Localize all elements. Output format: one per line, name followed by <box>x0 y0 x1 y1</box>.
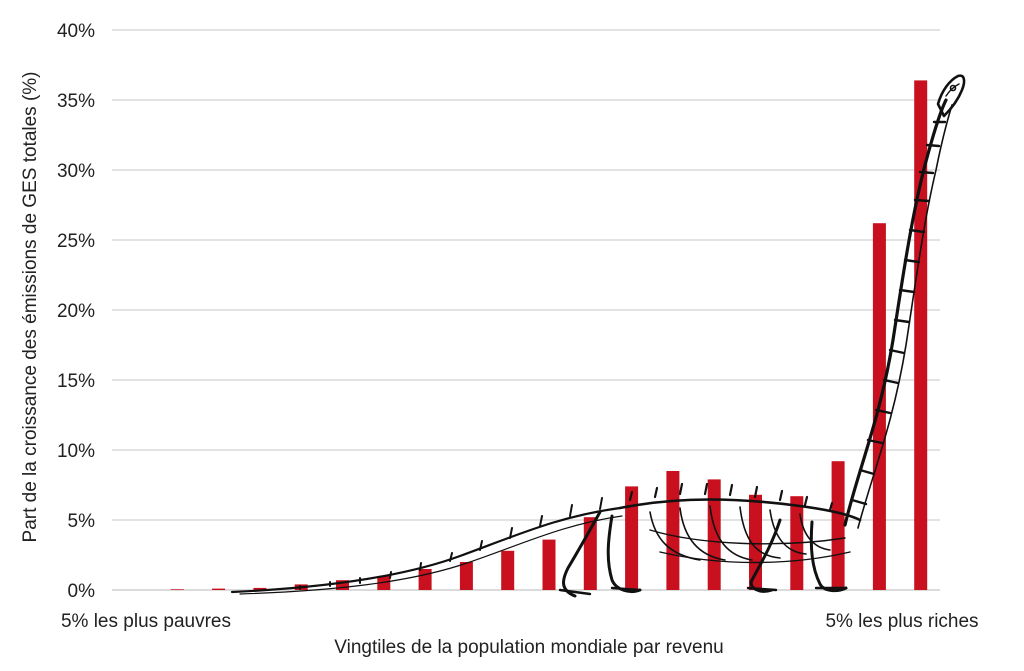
bar-vingtile-8 <box>418 569 432 590</box>
bar-vingtile-10 <box>501 550 515 590</box>
bar-vingtile-7 <box>377 576 391 590</box>
y-tick-label: 30% <box>57 161 95 182</box>
gridlines <box>112 29 940 591</box>
y-tick-label: 15% <box>57 371 95 392</box>
y-axis-title: Part de la croissance des émissions de G… <box>20 72 41 543</box>
bar-vingtile-4 <box>253 587 267 590</box>
bar-vingtile-9 <box>459 562 473 590</box>
x-label-richest: 5% les plus riches <box>825 611 978 632</box>
y-tick-label: 40% <box>57 21 95 42</box>
bar-vingtile-11 <box>542 539 556 590</box>
bar-vingtile-2 <box>170 589 184 590</box>
bar-vingtile-6 <box>336 580 349 590</box>
bars <box>170 80 928 591</box>
x-label-poorest: 5% les plus pauvres <box>61 611 231 632</box>
y-tick-label: 0% <box>68 581 96 602</box>
bar-vingtile-15 <box>707 479 721 590</box>
y-tick-label: 20% <box>57 301 95 322</box>
y-tick-labels: 0% 5% 10% 15% 20% 25% 30% 35% 40% <box>57 21 95 602</box>
bar-vingtile-14 <box>666 471 680 590</box>
bar-vingtile-13 <box>625 486 639 590</box>
x-axis-title: Vingtiles de la population mondiale par … <box>334 637 723 658</box>
bar-vingtile-3 <box>212 588 226 590</box>
bar-vingtile-18 <box>831 461 845 590</box>
dinosaur-skeleton-illustration <box>230 74 966 598</box>
y-tick-label: 25% <box>57 231 95 252</box>
y-tick-label: 35% <box>57 91 95 112</box>
bar-vingtile-20 <box>914 80 928 591</box>
y-tick-label: 10% <box>57 441 95 462</box>
y-tick-label: 5% <box>68 511 96 532</box>
